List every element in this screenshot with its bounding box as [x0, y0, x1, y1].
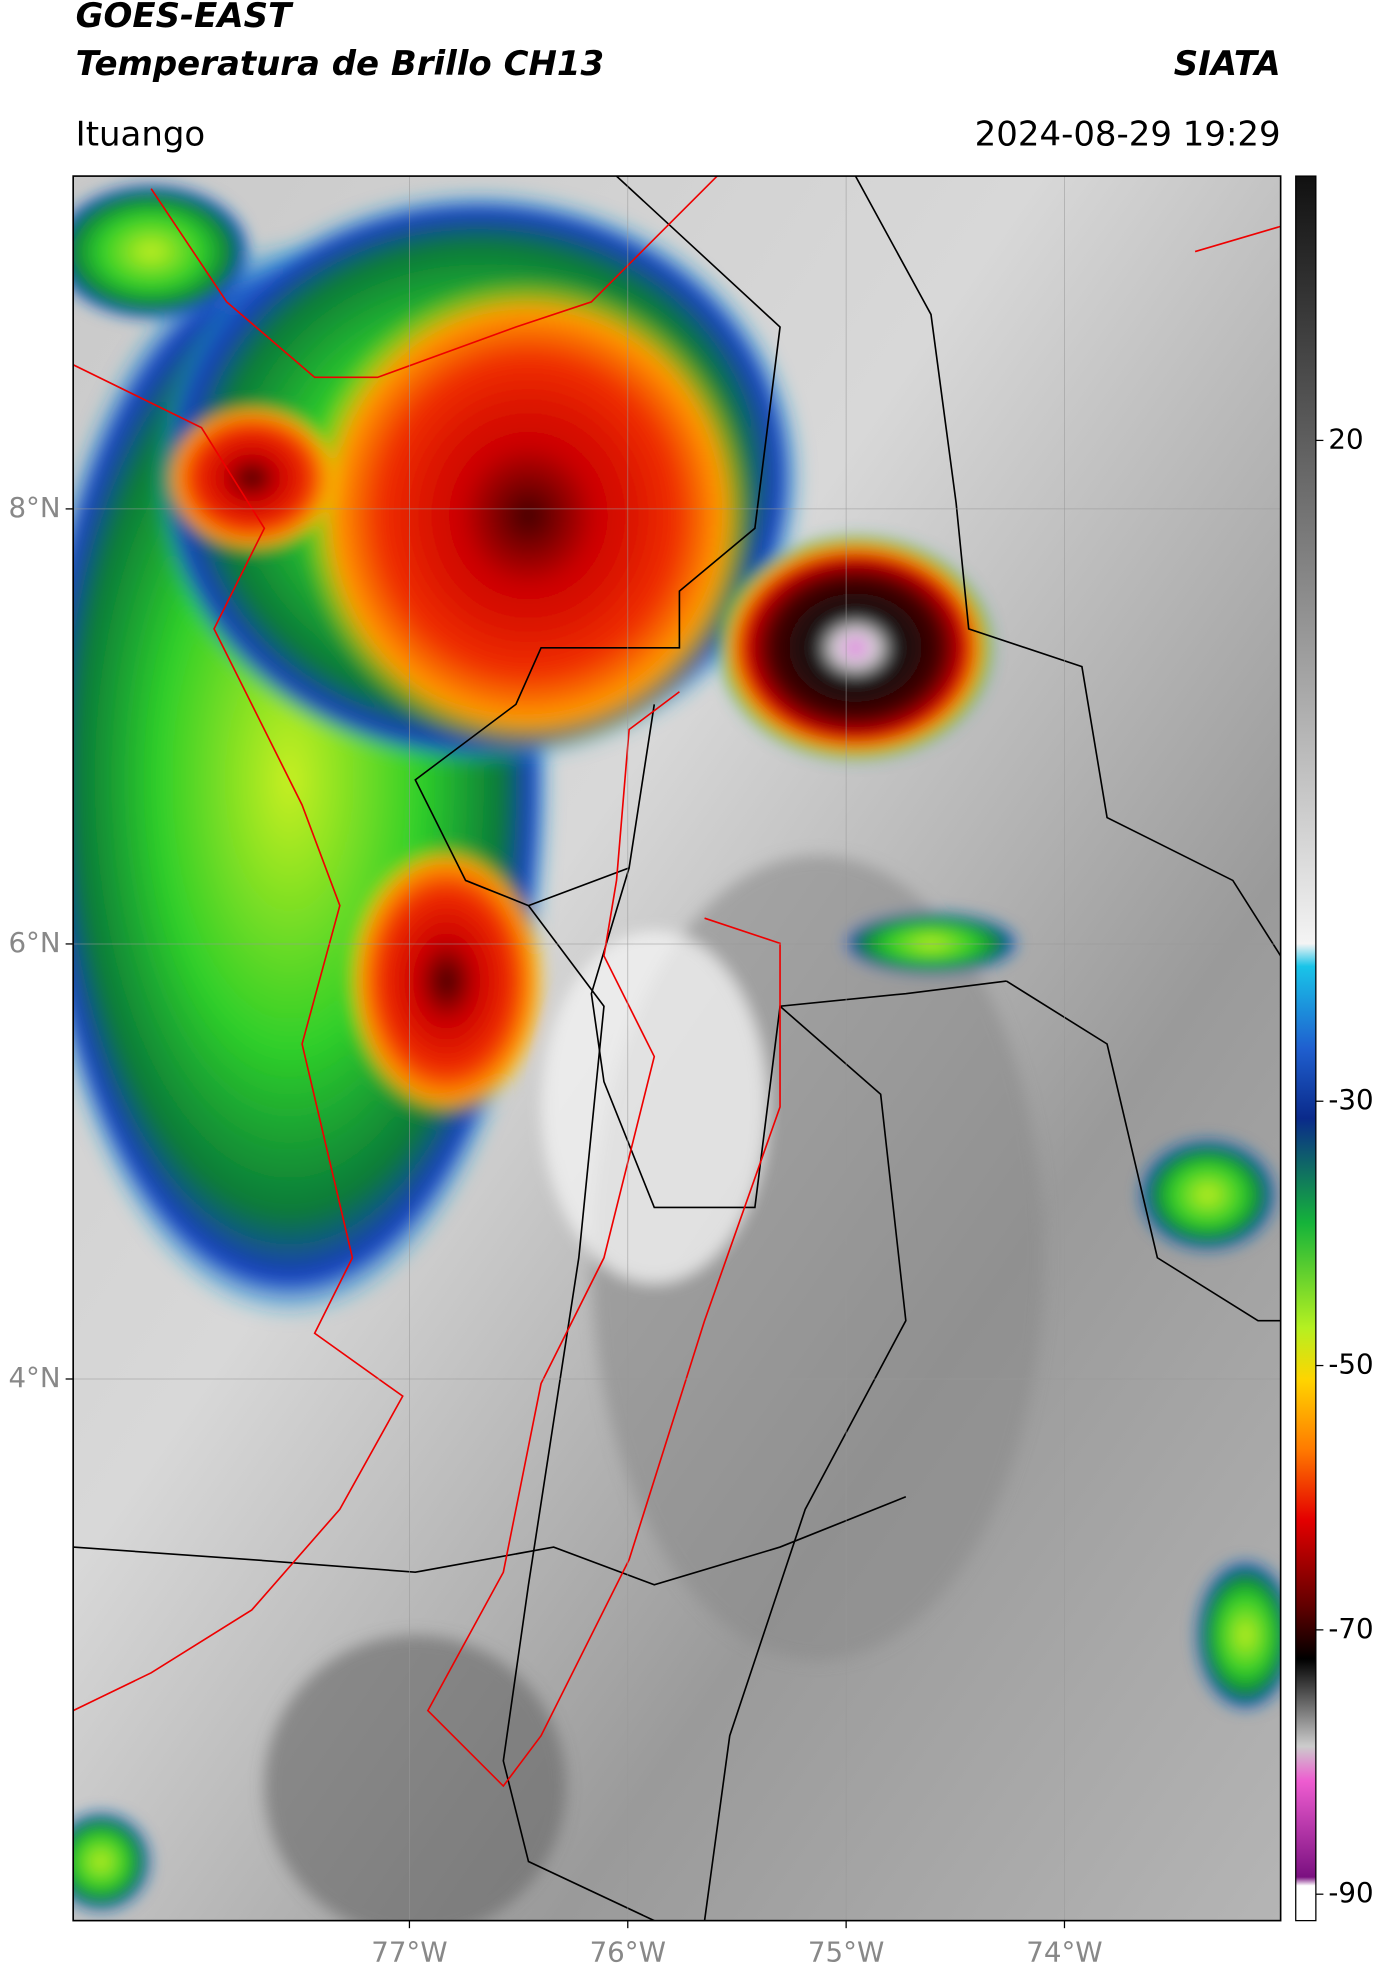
region: Ituango: [76, 114, 206, 154]
map-frame: [72, 175, 1282, 1922]
y-tick-label: 6°N: [8, 926, 60, 959]
colorbar-tick-label: -70: [1328, 1612, 1373, 1645]
colorbar-tick-label: 20: [1328, 422, 1363, 455]
satellite: GOES-EAST: [76, 0, 294, 36]
y-tick-label: 8°N: [8, 491, 60, 524]
product: Temperatura de Brillo CH13: [76, 44, 604, 84]
y-tick-label: 4°N: [8, 1361, 60, 1394]
agency: SIATA: [1174, 44, 1281, 84]
x-tick-label: 77°W: [371, 1935, 447, 1968]
colorbar-tick-label: -50: [1328, 1348, 1373, 1381]
colorbar-tick-label: -90: [1328, 1876, 1373, 1909]
x-tick-label: 75°W: [808, 1935, 884, 1968]
colorbar: [1295, 175, 1317, 1922]
timestamp: 2024-08-29 19:29: [975, 114, 1281, 154]
x-tick-label: 76°W: [590, 1935, 666, 1968]
x-tick-label: 74°W: [1026, 1935, 1102, 1968]
colorbar-tick-label: -30: [1328, 1083, 1373, 1116]
satellite-image: [73, 176, 1281, 1921]
